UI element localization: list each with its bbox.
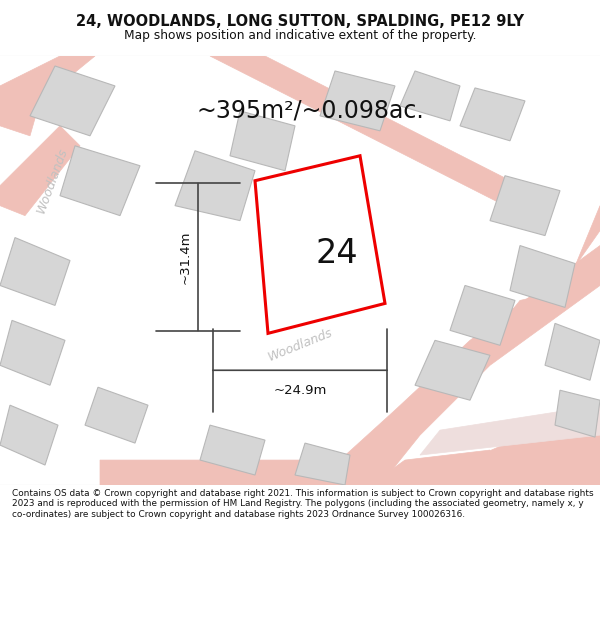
- Polygon shape: [255, 156, 385, 333]
- Polygon shape: [420, 405, 600, 455]
- Polygon shape: [510, 246, 575, 308]
- Polygon shape: [320, 71, 395, 131]
- Polygon shape: [545, 323, 600, 380]
- Text: Woodlands: Woodlands: [266, 326, 334, 364]
- Text: ~31.4m: ~31.4m: [179, 230, 192, 284]
- Text: 24: 24: [316, 237, 358, 270]
- Polygon shape: [0, 126, 80, 216]
- Polygon shape: [60, 146, 140, 216]
- Polygon shape: [450, 420, 600, 485]
- Polygon shape: [85, 388, 148, 443]
- Polygon shape: [400, 71, 460, 121]
- Polygon shape: [460, 88, 525, 141]
- Polygon shape: [370, 450, 490, 485]
- Polygon shape: [555, 390, 600, 437]
- Polygon shape: [295, 443, 350, 485]
- Polygon shape: [0, 321, 65, 385]
- Polygon shape: [0, 238, 70, 306]
- Polygon shape: [200, 425, 265, 475]
- Polygon shape: [30, 66, 115, 136]
- Polygon shape: [0, 405, 58, 465]
- Text: Map shows position and indicative extent of the property.: Map shows position and indicative extent…: [124, 29, 476, 42]
- Polygon shape: [175, 151, 255, 221]
- Polygon shape: [415, 341, 490, 400]
- Polygon shape: [100, 246, 600, 485]
- Polygon shape: [450, 286, 515, 346]
- Text: 24, WOODLANDS, LONG SUTTON, SPALDING, PE12 9LY: 24, WOODLANDS, LONG SUTTON, SPALDING, PE…: [76, 14, 524, 29]
- Polygon shape: [0, 56, 95, 136]
- Text: Woodlands: Woodlands: [34, 146, 70, 215]
- Text: ~24.9m: ~24.9m: [274, 384, 326, 398]
- Polygon shape: [500, 206, 600, 331]
- Polygon shape: [490, 176, 560, 236]
- Polygon shape: [230, 111, 295, 171]
- Text: ~395m²/~0.098ac.: ~395m²/~0.098ac.: [196, 99, 424, 123]
- Text: Contains OS data © Crown copyright and database right 2021. This information is : Contains OS data © Crown copyright and d…: [12, 489, 593, 519]
- Polygon shape: [210, 56, 530, 206]
